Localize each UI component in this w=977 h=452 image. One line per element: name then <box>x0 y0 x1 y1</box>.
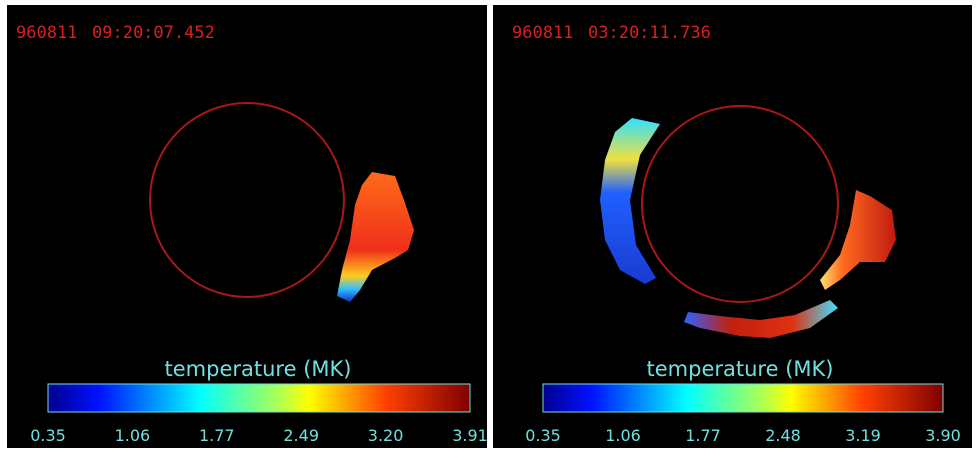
colorbar <box>543 384 943 412</box>
tick-label: 1.06 <box>605 426 641 445</box>
tick-label: 3.90 <box>925 426 961 445</box>
tick-label: 3.20 <box>368 426 404 445</box>
tick-label: 2.48 <box>765 426 801 445</box>
colorbar <box>48 384 470 412</box>
tick-label: 1.77 <box>685 426 721 445</box>
date: 960811 <box>512 23 573 43</box>
colorbar-label: temperature (MK) <box>647 357 834 381</box>
panel-bg <box>493 5 972 448</box>
panel: 960811 09:20:07.452 temperature (MK) 0.3… <box>7 5 488 448</box>
panel-bg <box>7 5 487 448</box>
tick-label: 0.35 <box>30 426 66 445</box>
tick-label: 1.77 <box>199 426 235 445</box>
tick-label: 0.35 <box>525 426 561 445</box>
time: 03:20:11.736 <box>588 23 711 43</box>
time: 09:20:07.452 <box>92 23 215 43</box>
panel: 960811 03:20:11.736 temperature (MK) 0.3… <box>493 5 972 448</box>
tick-label: 1.06 <box>115 426 151 445</box>
tick-label: 3.19 <box>845 426 881 445</box>
tick-label: 2.49 <box>283 426 319 445</box>
tick-label: 3.91 <box>452 426 488 445</box>
figure: 960811 09:20:07.452 temperature (MK) 0.3… <box>0 0 977 452</box>
date: 960811 <box>16 23 77 43</box>
colorbar-label: temperature (MK) <box>165 357 352 381</box>
